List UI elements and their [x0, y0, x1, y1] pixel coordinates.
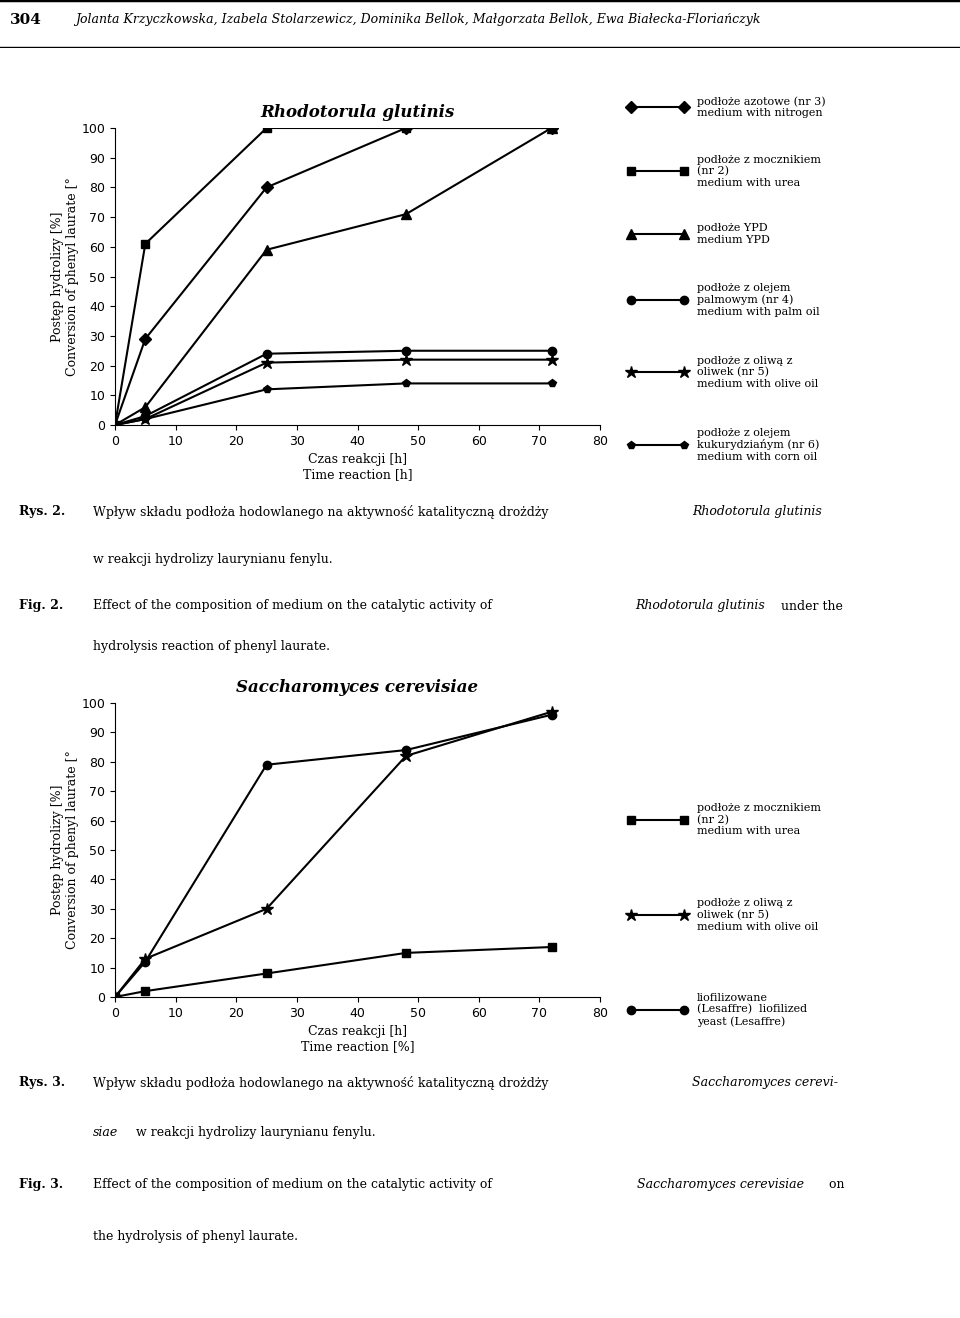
Text: Fig. 3.: Fig. 3. [19, 1178, 63, 1191]
Text: Saccharomyces cerevi-: Saccharomyces cerevi- [692, 1075, 838, 1089]
X-axis label: Czas reakcji [h]
Time reaction [h]: Czas reakcji [h] Time reaction [h] [302, 453, 412, 481]
Text: Rhodotorula glutinis: Rhodotorula glutinis [692, 505, 822, 518]
Text: Rys. 2.: Rys. 2. [19, 505, 65, 518]
Text: on: on [825, 1178, 844, 1191]
Text: podłoże z olejem
palmowym (nr 4)
medium with palm oil: podłoże z olejem palmowym (nr 4) medium … [697, 283, 820, 318]
Text: w reakcji hydrolizy laurynianu fenylu.: w reakcji hydrolizy laurynianu fenylu. [132, 1126, 375, 1139]
Text: Fig. 2.: Fig. 2. [19, 600, 63, 613]
Text: podłoże YPD
medium YPD: podłoże YPD medium YPD [697, 223, 770, 245]
Text: Rhodotorula glutinis: Rhodotorula glutinis [635, 600, 764, 613]
Text: Effect of the composition of medium on the catalytic activity of: Effect of the composition of medium on t… [93, 600, 496, 613]
Title: Saccharomyces cerevisiae: Saccharomyces cerevisiae [236, 679, 479, 696]
Text: Rys. 3.: Rys. 3. [19, 1075, 65, 1089]
Title: Rhodotorula glutinis: Rhodotorula glutinis [260, 104, 455, 121]
Text: the hydrolysis of phenyl laurate.: the hydrolysis of phenyl laurate. [93, 1230, 298, 1243]
Text: podłoże z mocznikiem
(nr 2)
medium with urea: podłoże z mocznikiem (nr 2) medium with … [697, 803, 821, 837]
Text: Saccharomyces cerevisiae: Saccharomyces cerevisiae [636, 1178, 804, 1191]
Text: podłoże azotowe (nr 3)
medium with nitrogen: podłoże azotowe (nr 3) medium with nitro… [697, 96, 826, 119]
Text: Wpływ składu podłoża hodowlanego na aktywność katalityczną drożdży: Wpływ składu podłoża hodowlanego na akty… [93, 1075, 552, 1090]
Text: podłoże z oliwą z
oliwek (nr 5)
medium with olive oil: podłoże z oliwą z oliwek (nr 5) medium w… [697, 356, 819, 389]
Text: Effect of the composition of medium on the catalytic activity of: Effect of the composition of medium on t… [93, 1178, 496, 1191]
Text: podłoże z oliwą z
oliwek (nr 5)
medium with olive oil: podłoże z oliwą z oliwek (nr 5) medium w… [697, 898, 819, 932]
Text: podłoże z olejem
kukurydziańym (nr 6)
medium with corn oil: podłoże z olejem kukurydziańym (nr 6) me… [697, 427, 820, 463]
Text: siae: siae [93, 1126, 118, 1139]
Y-axis label: Postęp hydrolizy [%]
Conversion of phenyl laurate [°: Postęp hydrolizy [%] Conversion of pheny… [51, 750, 79, 949]
X-axis label: Czas reakcji [h]
Time reaction [%]: Czas reakcji [h] Time reaction [%] [300, 1025, 415, 1053]
Text: Wpływ składu podłoża hodowlanego na aktywność katalityczną drożdży: Wpływ składu podłoża hodowlanego na akty… [93, 505, 552, 519]
Text: liofilizowane
(Lesaffre)  liofilized
yeast (Lesaffre): liofilizowane (Lesaffre) liofilized yeas… [697, 992, 807, 1027]
Text: hydrolysis reaction of phenyl laurate.: hydrolysis reaction of phenyl laurate. [93, 641, 330, 654]
Text: w reakcji hydrolizy laurynianu fenylu.: w reakcji hydrolizy laurynianu fenylu. [93, 554, 332, 567]
Text: under the: under the [777, 600, 843, 613]
Text: Jolanta Krzyczkowska, Izabela Stolarzewicz, Dominika Bellok, Małgorzata Bellok, : Jolanta Krzyczkowska, Izabela Stolarzewi… [75, 13, 760, 26]
Y-axis label: Postęp hydrolizy [%]
Conversion of phenyl laurate [°: Postęp hydrolizy [%] Conversion of pheny… [51, 177, 79, 376]
Text: podłoże z mocznikiem
(nr 2)
medium with urea: podłoże z mocznikiem (nr 2) medium with … [697, 154, 821, 188]
Text: 304: 304 [10, 13, 42, 26]
